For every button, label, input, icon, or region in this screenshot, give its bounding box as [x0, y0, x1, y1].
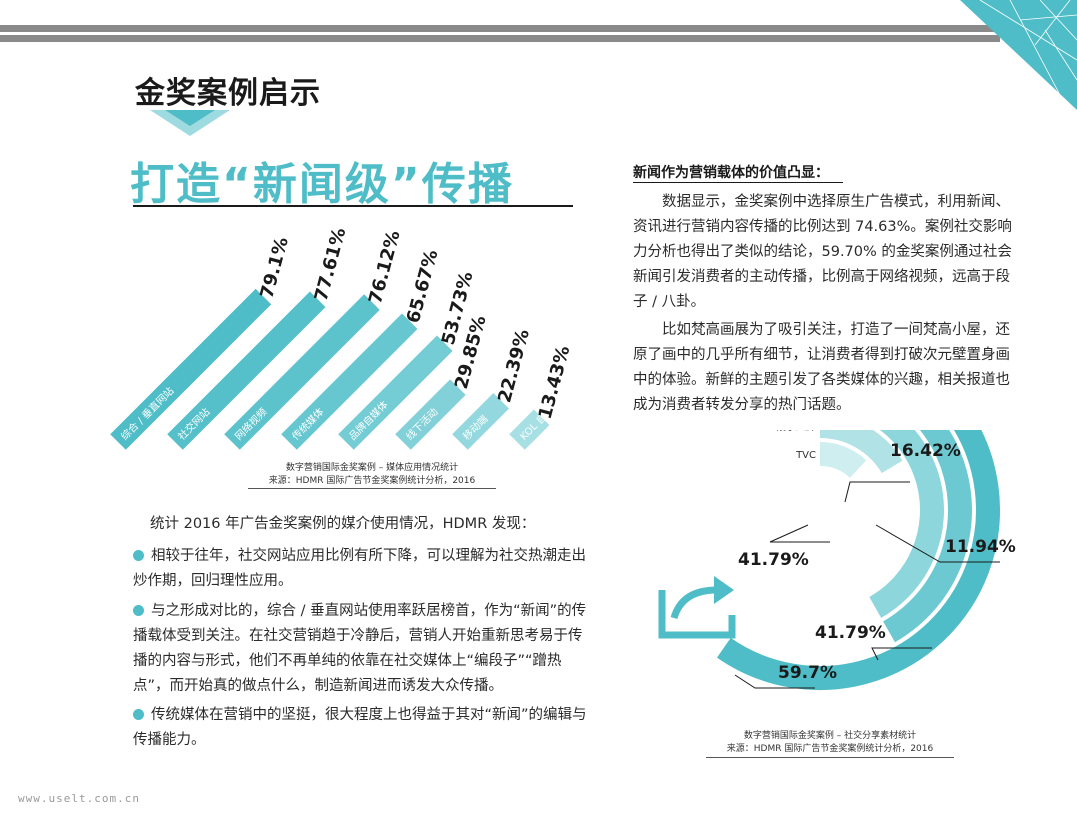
arc-legend-label: TVC: [795, 450, 816, 461]
bar-value-label: 79.1%: [256, 235, 292, 301]
media-usage-chart: 综合 / 垂直网站79.1%社交网站77.61%网络视频76.12%传统媒体65…: [110, 226, 575, 450]
paragraph-2: 比如梵高画展为了吸引关注，打造了一间梵高小屋，还原了画中的几乎所有细节，让消费者…: [633, 322, 1010, 413]
bar: [509, 409, 550, 450]
bullet-text: 相较于往年，社交网站应用比例有所下降，可以理解为社交热潮走出炒作期，回归理性应用…: [133, 548, 586, 589]
chart1-caption-title: 数字营销国际金奖案例 – 媒体应用情况统计: [285, 463, 459, 473]
leader-line: [734, 674, 815, 689]
page-title: 打造“新闻级”传播: [130, 159, 514, 210]
leader-line: [769, 524, 830, 543]
arc-value-label: 16.42%: [890, 441, 961, 461]
bullet-item: 相较于往年，社交网站应用比例有所下降，可以理解为社交热潮走出炒作期，回归理性应用…: [133, 544, 595, 594]
leader-line: [875, 524, 1000, 563]
bullet-item: 传统媒体在营销中的坚挺，很大程度上也得益于其对“新闻”的编辑与传播能力。: [133, 703, 595, 753]
arc-segment: [869, 430, 944, 618]
bar-value-label: 65.67%: [403, 248, 443, 326]
bar: [281, 313, 418, 450]
header-bar-bottom: [0, 35, 1000, 42]
section-heading-underline: [633, 182, 843, 183]
bullet-dot-icon: [133, 709, 144, 720]
chart2-caption-source: 来源：HDMR 国际广告节金奖案例统计分析，2016: [726, 744, 934, 754]
bullet-text: 传统媒体在营销中的坚挺，很大程度上也得益于其对“新闻”的编辑与传播能力。: [133, 707, 587, 748]
arc-legend-label: 段子八卦: [776, 430, 816, 433]
header-bar-top: [0, 25, 1000, 32]
share-icon: [658, 576, 736, 639]
arc-value-label: 59.7%: [778, 663, 837, 683]
arc-value-label: 41.79%: [815, 623, 886, 643]
bar-value-label: 22.39%: [494, 327, 534, 405]
bar-value-label: 77.61%: [311, 226, 351, 304]
title-underline: [133, 205, 573, 207]
bullet-dot-icon: [133, 550, 144, 561]
chart2-caption: 数字营销国际金奖案例 – 社交分享素材统计 来源：HDMR 国际广告节金奖案例统…: [706, 730, 954, 756]
paragraph-1: 数据显示，金奖案例中选择原生广告模式，利用新闻、资讯进行营销内容传播的比例达到 …: [633, 194, 1012, 310]
corner-triangle-decoration: [960, 0, 1077, 110]
bar: [224, 294, 380, 450]
bar-value-label: 76.12%: [365, 228, 405, 306]
section-heading: 新闻作为营销载体的价值凸显：: [633, 165, 829, 181]
watermark: www.uselt.com.cn: [18, 792, 140, 805]
arc-segment: [819, 430, 903, 474]
bullet-item: 与之形成对比的，综合 / 垂直网站使用率跃居榜首，作为“新闻”的传播载体受到关注…: [133, 599, 595, 699]
chart2-caption-rule: [706, 757, 954, 758]
section-label-chevron: [150, 110, 230, 136]
arc-segment: [883, 430, 972, 643]
chart2-caption-title: 数字营销国际金奖案例 – 社交分享素材统计: [743, 731, 917, 741]
bar: [395, 379, 466, 450]
social-share-chart: 社会新闻网络视频科技新闻段子八卦TVC59.7%41.79%41.79%16.4…: [658, 430, 1016, 690]
leader-line: [844, 481, 910, 503]
bar: [452, 393, 509, 450]
arc-segment: [716, 430, 1000, 690]
bar-value-label: 13.43%: [535, 344, 575, 422]
arc-value-label: 11.94%: [945, 537, 1016, 557]
leader-line: [871, 647, 932, 661]
arc-segment: [819, 442, 867, 479]
bar: [167, 291, 326, 450]
intro-text: 统计 2016 年广告金奖案例的媒介使用情况，HDMR 发现：: [150, 516, 536, 532]
section-label: 金奖案例启示: [135, 76, 321, 111]
bullet-dot-icon: [133, 605, 144, 616]
chart1-caption-source: 来源：HDMR 国际广告节金奖案例统计分析，2016: [268, 476, 476, 486]
arc-value-label: 41.79%: [738, 550, 809, 570]
bar: [338, 335, 453, 450]
chart1-caption: 数字营销国际金奖案例 – 媒体应用情况统计 来源：HDMR 国际广告节金奖案例统…: [248, 462, 496, 488]
bullet-text: 与之形成对比的，综合 / 垂直网站使用率跃居榜首，作为“新闻”的传播载体受到关注…: [133, 603, 587, 694]
bar: [110, 288, 272, 450]
chart1-caption-rule: [248, 488, 496, 489]
